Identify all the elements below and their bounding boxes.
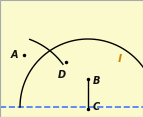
Text: D: D	[58, 70, 66, 80]
Text: B: B	[93, 76, 100, 86]
Text: l: l	[118, 54, 122, 64]
Text: C: C	[93, 102, 100, 112]
Text: A: A	[10, 50, 18, 60]
